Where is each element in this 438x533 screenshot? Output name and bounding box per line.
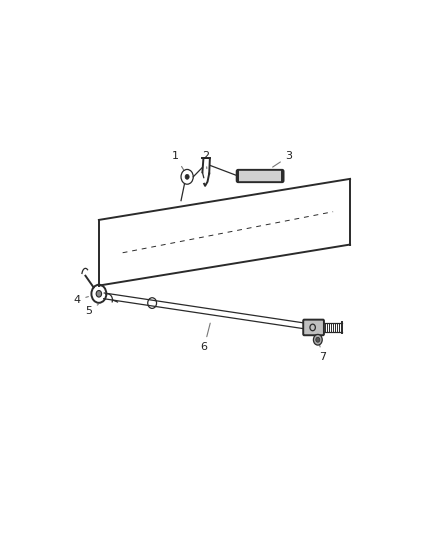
Circle shape	[185, 174, 189, 179]
Text: 1: 1	[172, 151, 184, 171]
FancyBboxPatch shape	[237, 170, 283, 182]
Text: 6: 6	[201, 323, 210, 352]
Circle shape	[96, 290, 102, 297]
Text: 4: 4	[73, 295, 88, 305]
Circle shape	[316, 337, 320, 342]
Text: 5: 5	[85, 304, 98, 316]
FancyBboxPatch shape	[303, 320, 324, 335]
Text: 3: 3	[272, 151, 293, 167]
Text: 2: 2	[202, 151, 209, 168]
Text: 7: 7	[319, 345, 326, 362]
Circle shape	[314, 334, 322, 345]
